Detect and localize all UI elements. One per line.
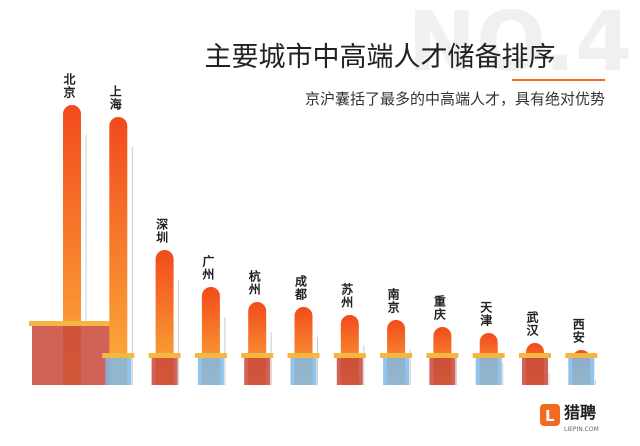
building xyxy=(32,325,112,385)
subtitle: 京沪囊括了最多的中高端人才，具有绝对优势 xyxy=(305,90,605,108)
building xyxy=(336,357,363,385)
logo-icon xyxy=(540,404,560,426)
building-roof xyxy=(426,353,459,358)
building xyxy=(197,357,224,385)
building-roof xyxy=(148,353,181,358)
logo-site: LIEPIN.COM xyxy=(564,426,599,433)
bar xyxy=(155,250,174,385)
building-roof xyxy=(194,353,227,358)
x-tick-label: 西安 xyxy=(571,318,585,344)
x-tick-label: 武汉 xyxy=(525,310,539,337)
building-roof xyxy=(333,353,366,358)
building xyxy=(429,357,456,385)
x-tick-label: 深圳 xyxy=(155,217,169,244)
x-tick-label: 上海 xyxy=(108,84,122,111)
logo-letter: L xyxy=(545,407,555,425)
building xyxy=(475,357,502,385)
building-roof xyxy=(287,353,320,358)
bar xyxy=(109,117,128,385)
x-tick-label: 重庆 xyxy=(432,294,446,321)
logo: L 猎聘 LIEPIN.COM xyxy=(540,403,599,433)
building xyxy=(151,357,178,385)
bar xyxy=(63,105,81,385)
building xyxy=(522,357,548,385)
x-tick-label: 南京 xyxy=(386,287,400,314)
building-roof xyxy=(29,321,115,326)
x-tick-label: 天津 xyxy=(479,301,493,327)
building xyxy=(290,357,317,385)
building xyxy=(244,357,271,385)
building xyxy=(105,357,132,385)
x-tick-label: 北京 xyxy=(62,72,76,99)
building xyxy=(383,357,410,385)
chart-title: 主要城市中高端人才储备排序 xyxy=(205,42,556,73)
x-tick-label: 成都 xyxy=(294,274,308,301)
building-roof xyxy=(565,353,598,358)
building-roof xyxy=(102,353,135,358)
x-tick-label: 杭州 xyxy=(247,269,261,296)
building-roof xyxy=(472,353,505,358)
watermark: NO.4 xyxy=(408,0,633,90)
building-roof xyxy=(241,353,274,358)
building xyxy=(568,357,595,385)
x-tick-label: 广州 xyxy=(201,254,215,281)
x-tick-label: 苏州 xyxy=(340,282,354,309)
building-roof xyxy=(519,353,551,358)
building-roof xyxy=(380,353,413,358)
logo-name: 猎聘 xyxy=(564,403,596,422)
